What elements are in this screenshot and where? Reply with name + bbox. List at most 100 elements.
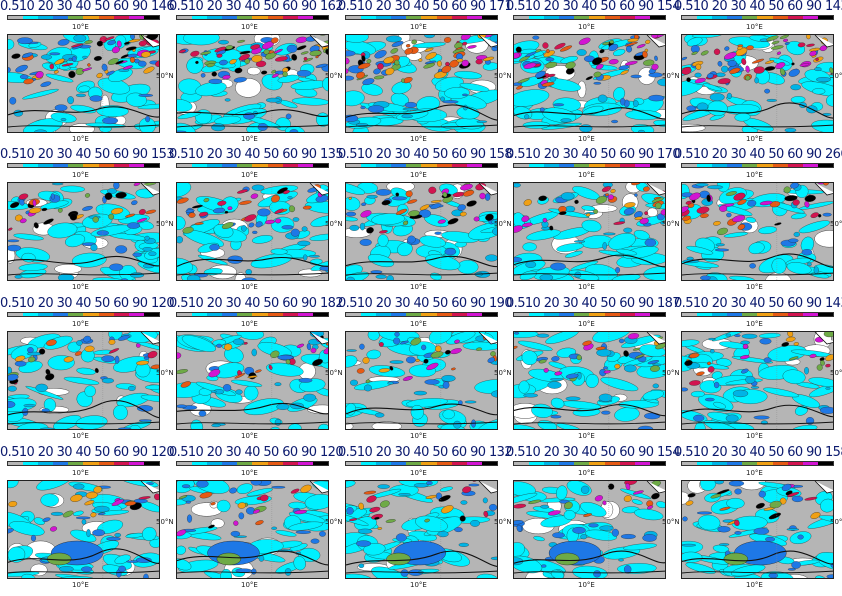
colorbar-swatch: [68, 164, 84, 167]
colorbar-swatch: [312, 164, 328, 167]
colorbar-swatch: [177, 164, 193, 167]
colorbar-labels: 0.510 20 30 40 50 60 90 154: [506, 445, 681, 460]
colorbar-swatch: [649, 16, 665, 19]
colorbar-swatch: [406, 462, 422, 465]
colorbar-labels: 0.510 20 30 40 50 60 90 143: [674, 0, 842, 14]
map-panel: 0.510 20 30 40 50 60 90 143 10°E 10°E 50°N: [674, 0, 842, 143]
colorbar-swatch: [252, 164, 268, 167]
colorbar-swatch: [712, 164, 728, 167]
lon-label-top: 10°E: [410, 469, 427, 477]
colorbar-swatch: [391, 16, 407, 19]
colorbar-swatch: [772, 313, 788, 316]
lat-label: 50°N: [156, 518, 174, 526]
colorbar: [681, 312, 834, 317]
lon-label-top: 10°E: [746, 320, 763, 328]
colorbar-swatch: [346, 313, 362, 316]
colorbar-swatch: [574, 164, 590, 167]
map-panel: 0.510 20 30 40 50 60 90 154 10°E 10°E 50°N: [506, 446, 681, 590]
lon-label-bottom: 10°E: [241, 581, 258, 589]
colorbar-swatch: [682, 313, 698, 316]
colorbar: [513, 163, 666, 168]
colorbar-swatch: [451, 462, 467, 465]
colorbar-swatch: [421, 16, 437, 19]
precip-map: [176, 480, 329, 579]
colorbar-swatch: [529, 462, 545, 465]
colorbar-swatch: [23, 313, 39, 316]
colorbar-swatch: [312, 313, 328, 316]
colorbar-swatch: [682, 16, 698, 19]
colorbar-swatch: [649, 462, 665, 465]
colorbar-labels: 0.510 20 30 40 50 60 90 266: [674, 147, 842, 162]
map-panel: 0.510 20 30 40 50 60 90 162 10°E 10°E 50°N: [169, 0, 344, 143]
lon-label-bottom: 10°E: [410, 432, 427, 440]
colorbar-swatch: [361, 313, 377, 316]
colorbar-swatch: [436, 16, 452, 19]
lon-label-bottom: 10°E: [241, 283, 258, 291]
lon-label-bottom: 10°E: [410, 135, 427, 143]
colorbar-swatch: [128, 313, 144, 316]
colorbar-swatch: [391, 313, 407, 316]
colorbar-swatch: [346, 164, 362, 167]
precip-map: [681, 480, 834, 579]
precip-map: [513, 480, 666, 579]
colorbar-swatch: [466, 164, 482, 167]
colorbar-swatch: [346, 462, 362, 465]
colorbar-swatch: [802, 313, 818, 316]
colorbar-labels: 0.510 20 30 40 50 60 90 158: [674, 445, 842, 460]
colorbar-swatch: [252, 313, 268, 316]
colorbar-swatch: [237, 313, 253, 316]
colorbar-swatch: [8, 164, 24, 167]
colorbar-swatch: [267, 16, 283, 19]
colorbar-swatch: [23, 462, 39, 465]
colorbar: [345, 312, 498, 317]
lon-label-bottom: 10°E: [241, 432, 258, 440]
colorbar-swatch: [529, 16, 545, 19]
lat-label: 50°N: [662, 369, 680, 377]
colorbar-labels: 0.510 20 30 40 50 60 90 146: [0, 0, 175, 14]
colorbar-swatch: [817, 16, 833, 19]
precip-map: [681, 182, 834, 281]
lon-label-bottom: 10°E: [72, 581, 89, 589]
colorbar: [513, 15, 666, 20]
map-panel: 0.510 20 30 40 50 60 90 158 10°E 10°E 50°N: [338, 148, 513, 292]
lon-label-top: 10°E: [578, 320, 595, 328]
colorbar-swatch: [742, 16, 758, 19]
colorbar-swatch: [712, 313, 728, 316]
colorbar-swatch: [727, 16, 743, 19]
lat-label: 50°N: [325, 72, 343, 80]
precip-map: [7, 331, 160, 430]
colorbar-swatch: [634, 462, 650, 465]
colorbar-swatch: [297, 16, 313, 19]
colorbar-swatch: [222, 16, 238, 19]
lat-label: 50°N: [662, 72, 680, 80]
colorbar-swatch: [98, 462, 114, 465]
lon-label-bottom: 10°E: [578, 283, 595, 291]
colorbar-swatch: [436, 462, 452, 465]
colorbar-swatch: [177, 16, 193, 19]
lon-label-bottom: 10°E: [410, 283, 427, 291]
precip-map: [345, 34, 498, 133]
colorbar-swatch: [252, 16, 268, 19]
colorbar-labels: 0.510 20 30 40 50 60 90 182: [169, 296, 344, 311]
colorbar-swatch: [38, 164, 54, 167]
precip-map: [176, 331, 329, 430]
colorbar-swatch: [589, 164, 605, 167]
colorbar-swatch: [712, 462, 728, 465]
colorbar-swatch: [817, 462, 833, 465]
colorbar-swatch: [697, 164, 713, 167]
colorbar-swatch: [128, 164, 144, 167]
lon-label-bottom: 10°E: [578, 581, 595, 589]
colorbar-swatch: [177, 313, 193, 316]
lon-label-top: 10°E: [241, 469, 258, 477]
colorbar-swatch: [207, 16, 223, 19]
lon-label-top: 10°E: [746, 469, 763, 477]
colorbar: [681, 15, 834, 20]
colorbar-swatch: [83, 164, 99, 167]
colorbar-swatch: [619, 313, 635, 316]
colorbar-swatch: [436, 313, 452, 316]
lon-label-bottom: 10°E: [578, 135, 595, 143]
colorbar-swatch: [559, 462, 575, 465]
colorbar-swatch: [682, 164, 698, 167]
colorbar-swatch: [772, 462, 788, 465]
colorbar: [176, 461, 329, 466]
